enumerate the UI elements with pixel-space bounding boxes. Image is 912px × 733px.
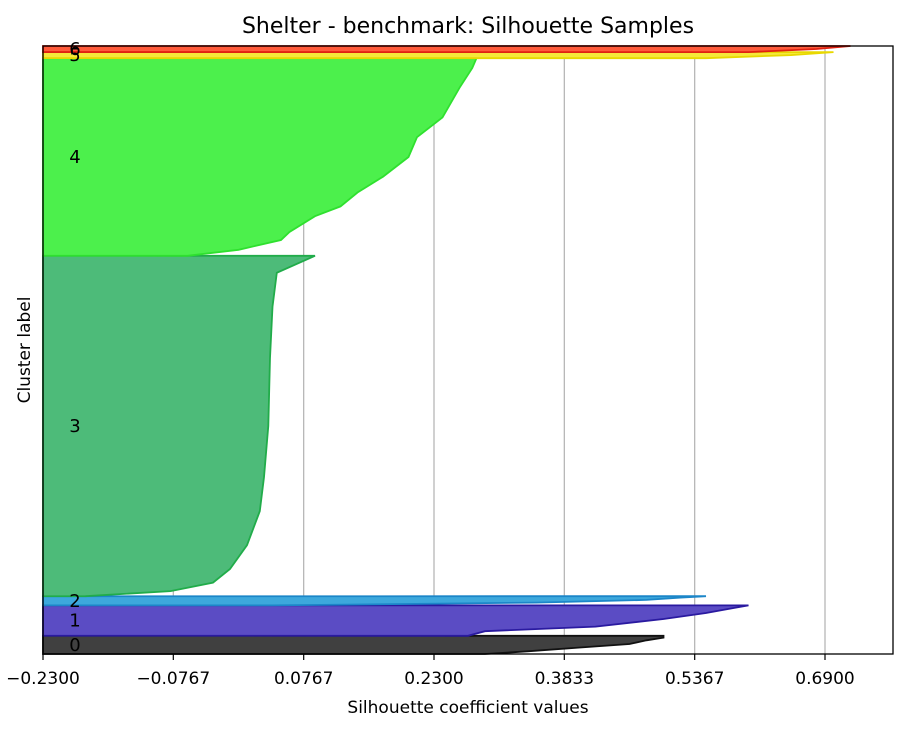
chart-title: Shelter - benchmark: Silhouette Samples	[242, 14, 694, 39]
cluster-layer	[42, 45, 851, 655]
cluster-6-silhouette	[42, 45, 851, 54]
cluster-label: 0	[69, 635, 80, 656]
cluster-4-silhouette	[42, 57, 478, 257]
tick-layer: −0.2300 −0.0767 0.0767 0.2300 0.3833 0.5367 0.…	[6, 654, 855, 689]
cluster-1-silhouette	[42, 604, 749, 637]
cluster-label: 5	[69, 45, 80, 66]
x-tick-label: 0.0767	[274, 669, 333, 689]
cluster-label: 1	[69, 611, 80, 632]
cluster-label: 2	[69, 591, 80, 612]
x-tick-label: 0.6900	[795, 669, 854, 689]
x-tick-label: 0.2300	[404, 669, 463, 689]
x-axis-label: Silhouette coefficient values	[347, 698, 588, 718]
cluster-label: 4	[69, 147, 80, 168]
cluster-label: 6	[69, 39, 80, 60]
cluster-2-silhouette	[42, 595, 707, 607]
plot-frame	[42, 45, 894, 655]
x-tick-label: −0.2300	[6, 669, 80, 689]
x-tick-label: −0.0767	[136, 669, 210, 689]
x-tick-label: 0.5367	[665, 669, 724, 689]
cluster-label: 3	[69, 416, 80, 437]
x-tick-label: 0.3833	[535, 669, 594, 689]
y-axis-label: Cluster label	[15, 297, 35, 404]
cluster-3-silhouette	[42, 254, 316, 598]
